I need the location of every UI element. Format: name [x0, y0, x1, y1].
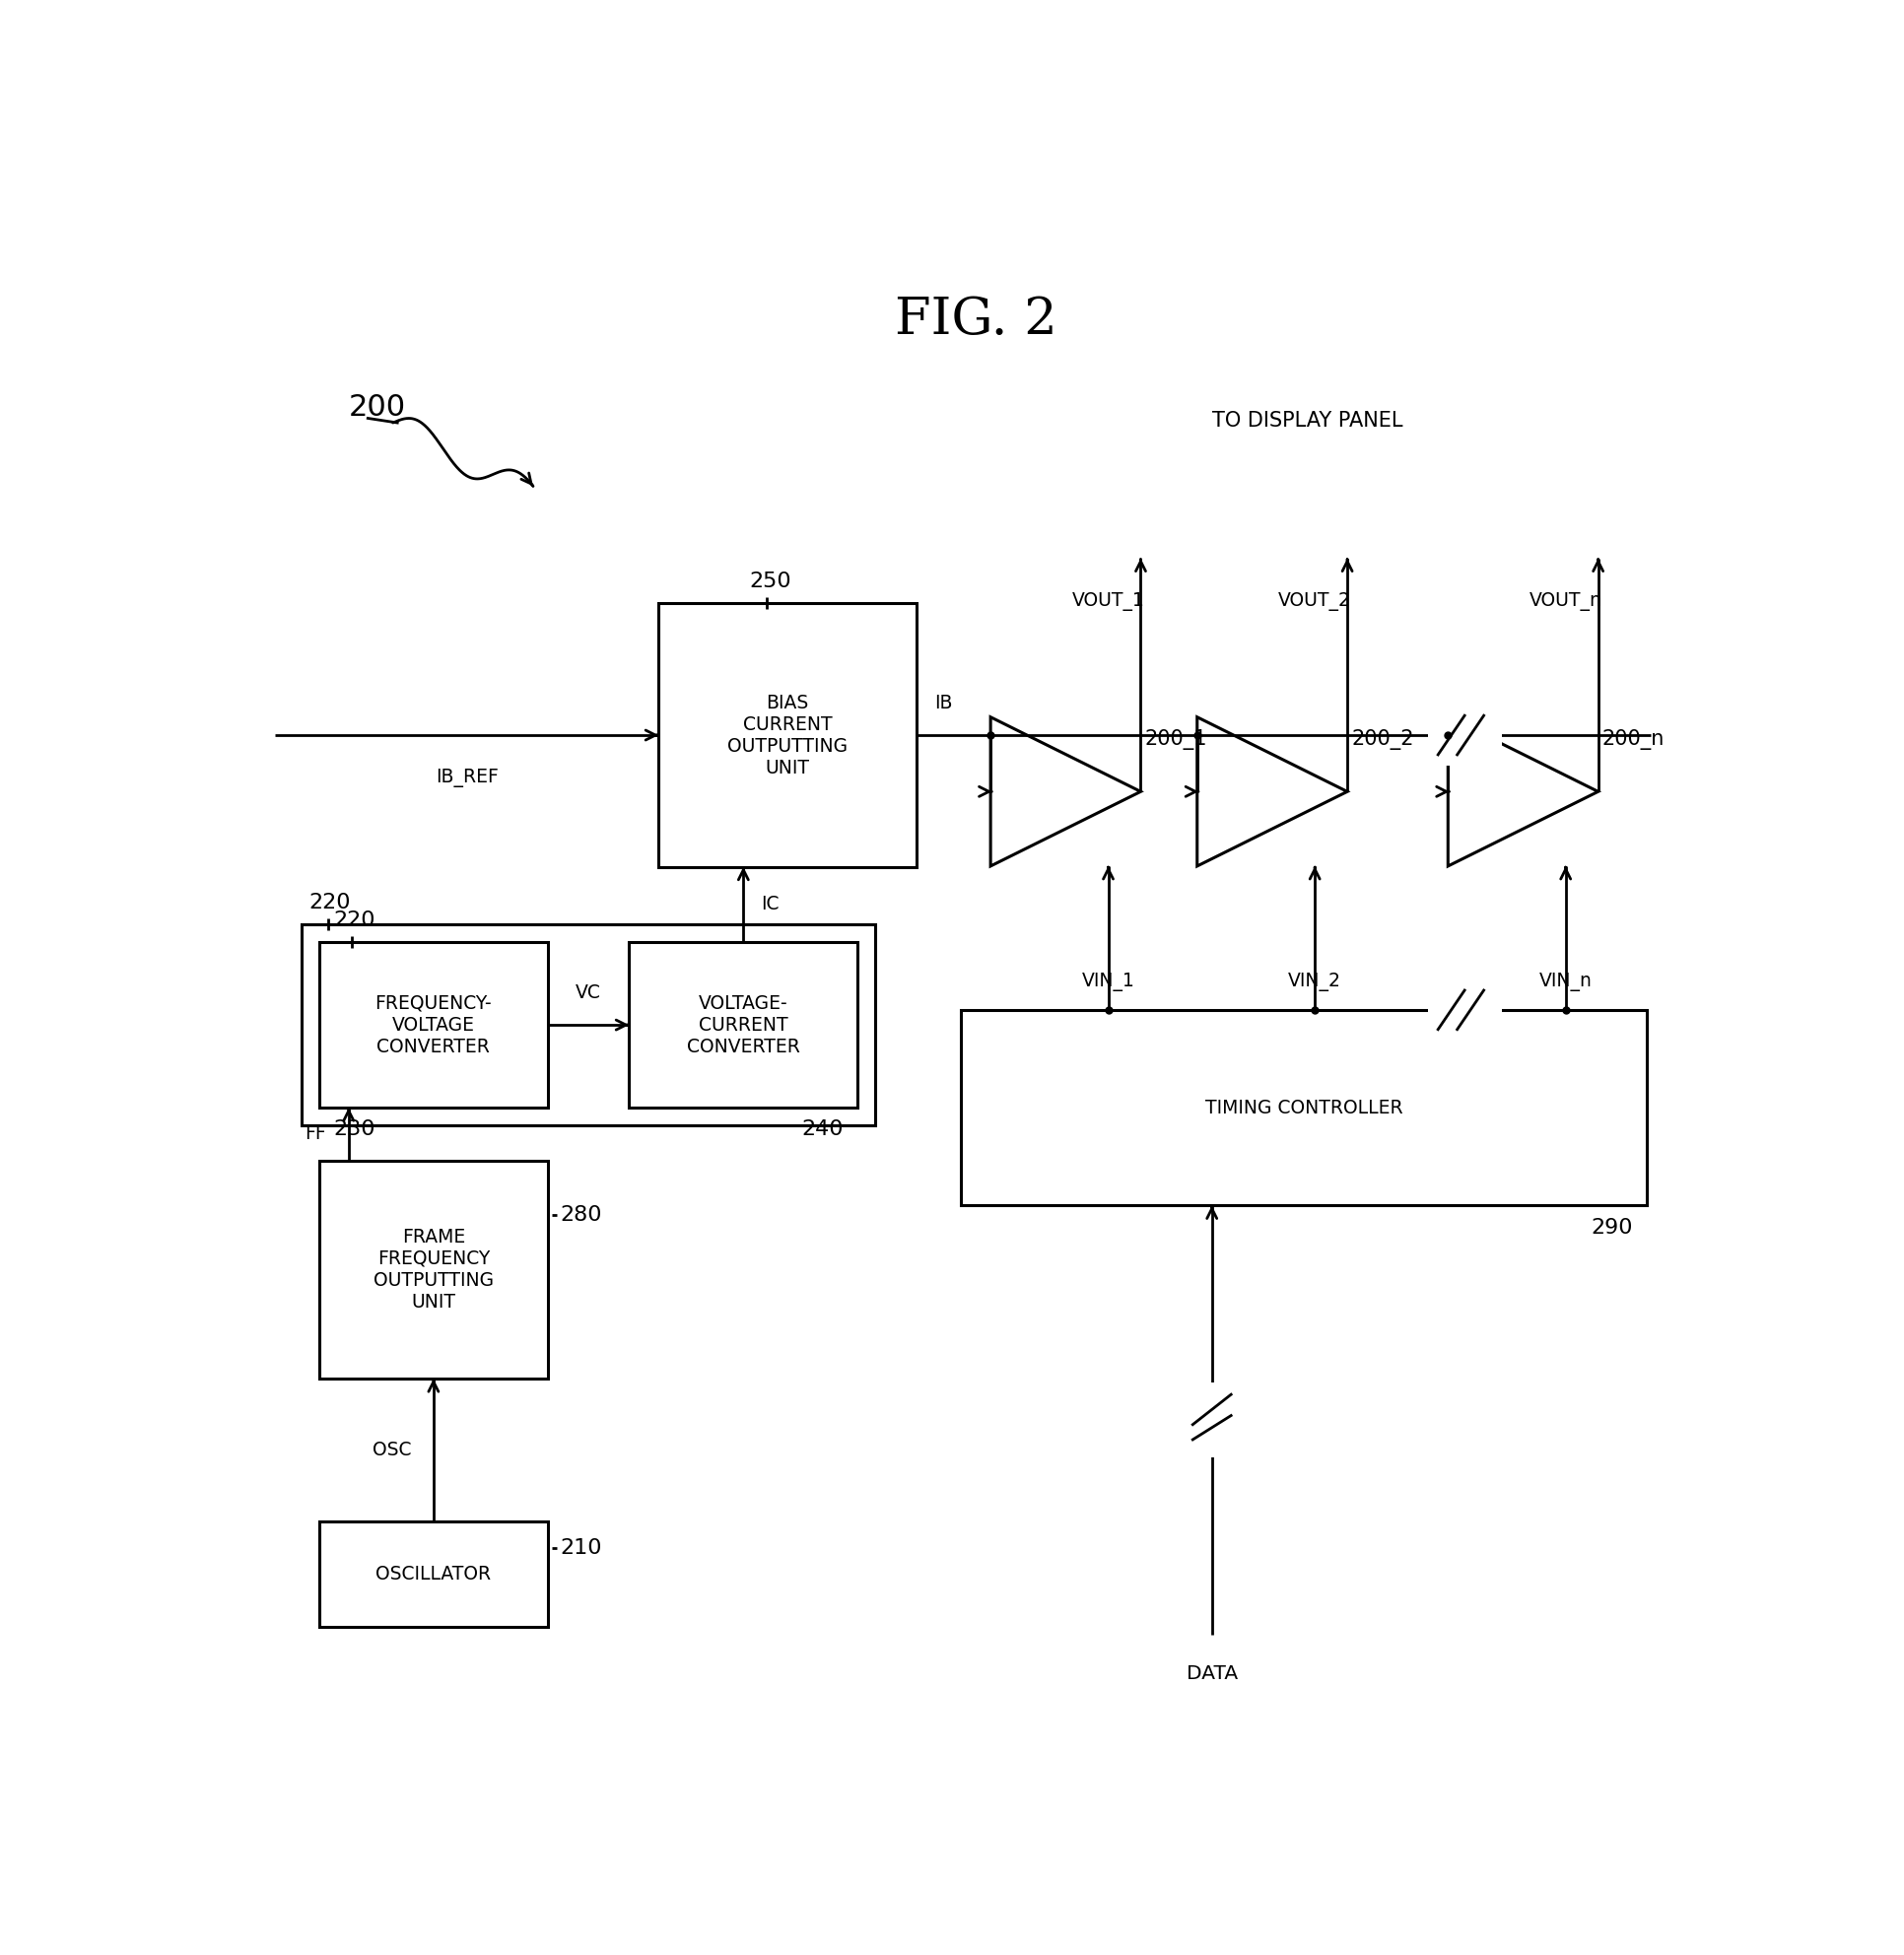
FancyBboxPatch shape	[320, 942, 548, 1108]
Text: 220: 220	[333, 911, 375, 931]
Text: FRAME
FREQUENCY
OUTPUTTING
UNIT: FRAME FREQUENCY OUTPUTTING UNIT	[373, 1228, 493, 1312]
Text: IB: IB	[935, 694, 952, 712]
Bar	[1182, 1382, 1241, 1458]
Text: TIMING CONTROLLER: TIMING CONTROLLER	[1205, 1099, 1403, 1116]
Text: VOUT_1: VOUT_1	[1072, 592, 1144, 610]
Text: VC: VC	[575, 983, 602, 1003]
Text: OSC: OSC	[373, 1441, 411, 1460]
Text: 250: 250	[748, 571, 790, 590]
Bar	[1428, 706, 1502, 764]
Text: 280: 280	[560, 1204, 602, 1226]
Text: TO DISPLAY PANEL: TO DISPLAY PANEL	[1213, 411, 1403, 430]
Text: IB_REF: IB_REF	[436, 768, 499, 788]
Text: VIN_n: VIN_n	[1538, 972, 1592, 991]
FancyBboxPatch shape	[962, 1011, 1647, 1206]
Text: VOLTAGE-
CURRENT
CONVERTER: VOLTAGE- CURRENT CONVERTER	[687, 993, 800, 1056]
Text: IC: IC	[762, 895, 779, 913]
Text: FREQUENCY-
VOLTAGE
CONVERTER: FREQUENCY- VOLTAGE CONVERTER	[375, 993, 491, 1056]
Text: VOUT_2: VOUT_2	[1278, 592, 1352, 610]
Text: BIAS
CURRENT
OUTPUTTING
UNIT: BIAS CURRENT OUTPUTTING UNIT	[727, 694, 847, 776]
Bar	[1428, 979, 1502, 1040]
Text: 230: 230	[333, 1120, 375, 1140]
Text: 210: 210	[560, 1539, 602, 1558]
Text: VOUT_n: VOUT_n	[1529, 592, 1601, 610]
FancyBboxPatch shape	[320, 1521, 548, 1627]
Text: 290: 290	[1590, 1218, 1632, 1238]
Text: VIN_2: VIN_2	[1289, 972, 1340, 991]
Text: FIG. 2: FIG. 2	[895, 295, 1057, 346]
Text: 200_2: 200_2	[1352, 729, 1415, 751]
Text: 200: 200	[348, 393, 406, 422]
Text: 220: 220	[308, 891, 350, 911]
Text: OSCILLATOR: OSCILLATOR	[375, 1566, 491, 1584]
Text: 200_1: 200_1	[1144, 729, 1207, 751]
Text: DATA: DATA	[1186, 1666, 1238, 1683]
Text: 240: 240	[802, 1120, 843, 1140]
Text: VIN_1: VIN_1	[1081, 972, 1135, 991]
FancyBboxPatch shape	[320, 1161, 548, 1378]
FancyBboxPatch shape	[628, 942, 857, 1108]
Text: FF: FF	[305, 1124, 327, 1144]
Text: 200_n: 200_n	[1601, 729, 1664, 751]
FancyBboxPatch shape	[659, 604, 918, 866]
